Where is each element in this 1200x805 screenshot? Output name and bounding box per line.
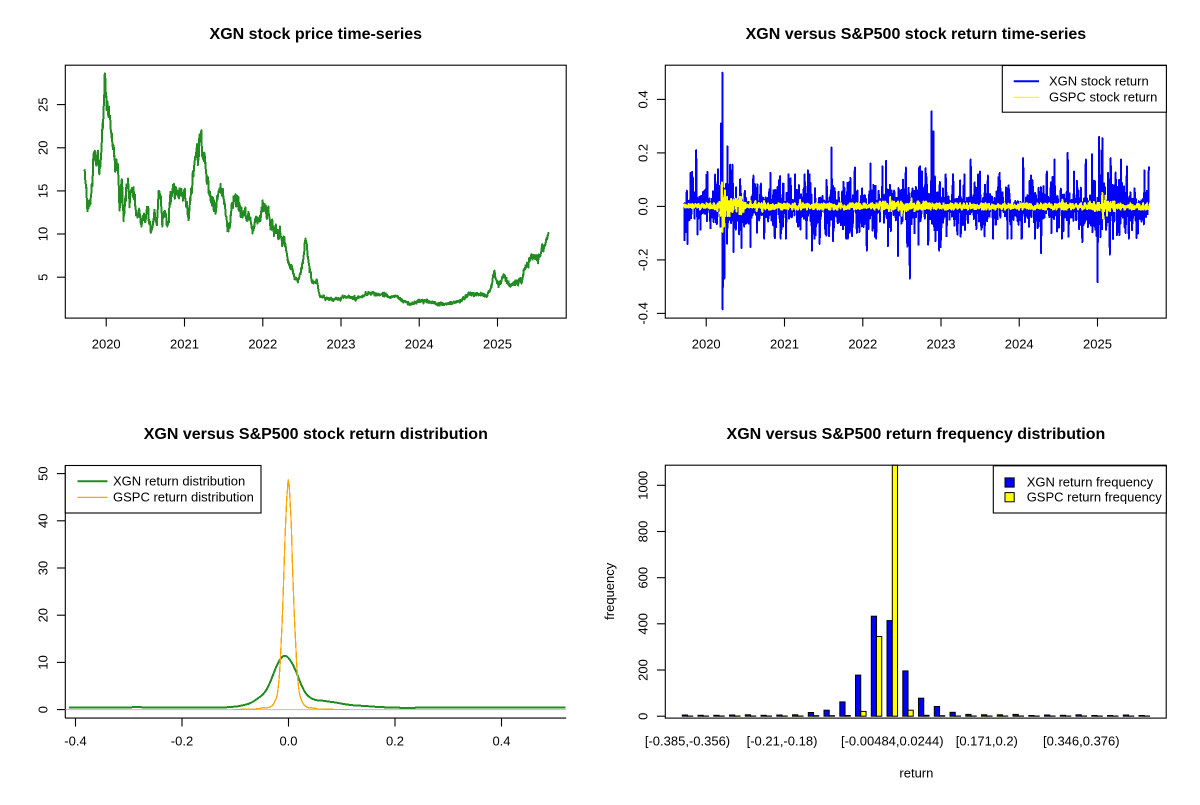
svg-text:2023: 2023	[927, 337, 956, 352]
svg-text:2025: 2025	[483, 337, 512, 352]
svg-text:800: 800	[636, 521, 651, 543]
svg-text:2025: 2025	[1083, 337, 1112, 352]
svg-text:2022: 2022	[848, 337, 877, 352]
svg-text:1000: 1000	[636, 471, 651, 500]
svg-text:2020: 2020	[692, 337, 721, 352]
svg-text:2021: 2021	[170, 337, 199, 352]
svg-text:-0.4: -0.4	[64, 734, 86, 749]
svg-text:[-0.00484,0.0244): [-0.00484,0.0244)	[841, 734, 944, 749]
svg-text:5: 5	[36, 274, 51, 281]
svg-text:15: 15	[36, 184, 51, 198]
svg-text:[0.346,0.376): [0.346,0.376)	[1043, 734, 1120, 749]
svg-text:0: 0	[36, 706, 51, 713]
svg-text:-0.2: -0.2	[171, 734, 193, 749]
svg-text:XGN stock price time-series: XGN stock price time-series	[210, 26, 423, 43]
svg-text:GSPC return distribution: GSPC return distribution	[113, 490, 254, 505]
svg-text:-0.4: -0.4	[636, 302, 651, 324]
svg-text:XGN versus S&P500 stock return: XGN versus S&P500 stock return time-seri…	[746, 26, 1087, 43]
svg-text:200: 200	[636, 659, 651, 681]
svg-text:2023: 2023	[327, 337, 356, 352]
svg-text:25: 25	[36, 97, 51, 111]
svg-text:0.4: 0.4	[492, 734, 510, 749]
svg-text:[-0.385,-0.356): [-0.385,-0.356)	[645, 734, 730, 749]
svg-text:2020: 2020	[92, 337, 121, 352]
svg-text:frequency: frequency	[602, 562, 617, 620]
svg-text:XGN versus S&P500 stock return: XGN versus S&P500 stock return distribut…	[144, 426, 488, 443]
svg-text:GSPC return frequency: GSPC return frequency	[1027, 489, 1163, 504]
svg-text:XGN versus S&P500 return frequ: XGN versus S&P500 return frequency distr…	[727, 426, 1106, 443]
svg-text:0.4: 0.4	[636, 90, 651, 108]
svg-text:XGN stock return: XGN stock return	[1049, 74, 1149, 89]
svg-text:0.0: 0.0	[636, 197, 651, 215]
svg-text:[-0.21,-0.18): [-0.21,-0.18)	[747, 734, 818, 749]
svg-text:GSPC stock return: GSPC stock return	[1049, 90, 1157, 105]
svg-text:XGN return distribution: XGN return distribution	[113, 474, 245, 489]
svg-text:20: 20	[36, 608, 51, 622]
svg-text:30: 30	[36, 561, 51, 575]
svg-text:600: 600	[636, 567, 651, 589]
svg-text:-0.2: -0.2	[636, 249, 651, 271]
svg-text:0.2: 0.2	[386, 734, 404, 749]
svg-text:0.2: 0.2	[636, 144, 651, 162]
svg-text:10: 10	[36, 227, 51, 241]
svg-text:2024: 2024	[405, 337, 434, 352]
svg-text:20: 20	[36, 141, 51, 155]
svg-text:40: 40	[36, 514, 51, 528]
svg-text:0: 0	[636, 713, 651, 720]
svg-text:0.0: 0.0	[279, 734, 297, 749]
svg-text:2024: 2024	[1005, 337, 1034, 352]
svg-text:[0.171,0.2): [0.171,0.2)	[956, 734, 1018, 749]
svg-text:return: return	[899, 766, 933, 781]
svg-text:2022: 2022	[248, 337, 277, 352]
svg-text:XGN return frequency: XGN return frequency	[1027, 475, 1154, 490]
svg-text:10: 10	[36, 655, 51, 669]
svg-text:50: 50	[36, 466, 51, 480]
svg-text:400: 400	[636, 613, 651, 635]
svg-text:2021: 2021	[770, 337, 799, 352]
